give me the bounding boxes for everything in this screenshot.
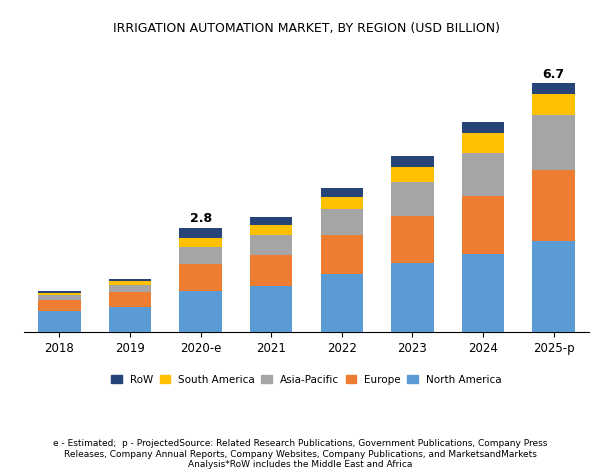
Bar — [250, 255, 293, 285]
Legend: RoW, South America, Asia-Pacific, Europe, North America: RoW, South America, Asia-Pacific, Europe… — [108, 372, 505, 388]
Bar — [391, 216, 434, 263]
Bar — [321, 274, 363, 332]
Bar — [532, 170, 575, 241]
Bar — [180, 228, 222, 238]
Bar — [532, 94, 575, 115]
Bar — [38, 301, 81, 311]
Bar — [462, 122, 504, 134]
Bar — [391, 156, 434, 167]
Bar — [180, 238, 222, 246]
Text: 2.8: 2.8 — [189, 212, 212, 226]
Bar — [38, 311, 81, 332]
Bar — [321, 197, 363, 209]
Bar — [109, 279, 151, 282]
Bar — [532, 115, 575, 170]
Bar — [250, 235, 293, 255]
Bar — [532, 241, 575, 332]
Bar — [321, 188, 363, 197]
Bar — [180, 264, 222, 291]
Text: 6.7: 6.7 — [543, 68, 565, 81]
Bar — [321, 209, 363, 235]
Bar — [109, 292, 151, 307]
Bar — [180, 291, 222, 332]
Bar — [321, 235, 363, 274]
Bar — [532, 83, 575, 94]
Bar — [462, 254, 504, 332]
Bar — [180, 246, 222, 264]
Bar — [250, 285, 293, 332]
Bar — [462, 153, 504, 197]
Title: IRRIGATION AUTOMATION MARKET, BY REGION (USD BILLION): IRRIGATION AUTOMATION MARKET, BY REGION … — [113, 21, 500, 35]
Bar — [250, 225, 293, 235]
Bar — [109, 282, 151, 285]
Text: e - Estimated;  p - ProjectedSource: Related Research Publications, Government P: e - Estimated; p - ProjectedSource: Rela… — [53, 439, 548, 469]
Bar — [38, 292, 81, 293]
Bar — [391, 263, 434, 332]
Bar — [109, 285, 151, 292]
Bar — [38, 295, 81, 301]
Bar — [38, 293, 81, 295]
Bar — [462, 134, 504, 153]
Bar — [462, 197, 504, 254]
Bar — [109, 307, 151, 332]
Bar — [250, 217, 293, 225]
Bar — [391, 167, 434, 182]
Bar — [391, 182, 434, 216]
